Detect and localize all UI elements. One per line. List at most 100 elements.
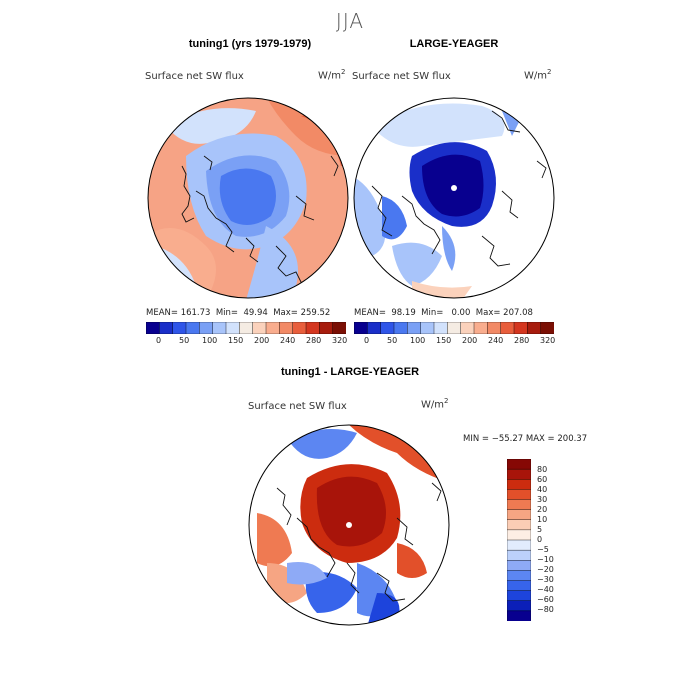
panel2-coastlines — [371, 110, 547, 267]
colorbar-swatch — [146, 322, 160, 334]
colorbar-swatch — [447, 322, 462, 334]
colorbar-swatch — [159, 322, 174, 334]
panel3-colorbar-tick: −60 — [537, 595, 554, 604]
panel2-stats: MEAN= 98.19 Min= 0.00 Max= 207.08 — [354, 308, 533, 318]
colorbar-swatch — [185, 322, 200, 334]
panel3-polar-map — [248, 424, 450, 626]
panel3-colorbar-tick: −20 — [537, 565, 554, 574]
panel1-colorbar-tick: 320 — [332, 336, 348, 345]
panel1-colorbar-tick: 150 — [228, 336, 244, 345]
main-title: JJA — [335, 9, 365, 33]
colorbar-swatch — [265, 322, 280, 334]
panel3-colorbar-tick: −30 — [537, 575, 554, 584]
panel3-colorbar-tick: 60 — [537, 475, 548, 484]
colorbar-swatch — [252, 322, 267, 334]
panel1-colorbar-tick: 280 — [306, 336, 322, 345]
panel2-colorbar-swatches — [354, 322, 554, 334]
colorbar-swatch — [354, 322, 368, 334]
colorbar-swatch — [507, 519, 531, 531]
panel1-polar-map — [147, 97, 349, 299]
panel2-variable-label: Surface net SW flux — [352, 71, 451, 82]
panel3-stats: MIN = −55.27 MAX = 200.37 — [463, 434, 588, 444]
panel1-colorbar-tick: 240 — [280, 336, 296, 345]
colorbar-swatch — [507, 499, 531, 511]
colorbar-swatch — [507, 468, 531, 480]
colorbar-swatch — [433, 322, 448, 334]
panel3-colorbar-ticks: 80 60 40 30 20 10 5 0 −5 −10 −20 −30 −40… — [537, 459, 577, 629]
colorbar-swatch — [507, 590, 531, 602]
panel3-colorbar-tick: −10 — [537, 555, 554, 564]
colorbar-swatch — [460, 322, 475, 334]
panel1-colorbar-swatches — [146, 322, 346, 334]
colorbar-swatch — [507, 539, 531, 551]
colorbar-swatch — [507, 580, 531, 592]
colorbar-swatch — [507, 570, 531, 582]
colorbar-swatch — [380, 322, 395, 334]
panel1-colorbar-ticks: 0 50 100 150 200 240 280 320 — [146, 336, 356, 348]
panel2-colorbar-tick: 100 — [410, 336, 426, 345]
panel3-colorbar-tick: 20 — [537, 505, 548, 514]
colorbar-swatch — [367, 322, 382, 334]
colorbar-swatch — [225, 322, 240, 334]
panel3-units: W/m2 — [421, 397, 449, 411]
colorbar-swatch — [305, 322, 320, 334]
colorbar-swatch — [540, 322, 554, 334]
panel1-colorbar-tick: 100 — [202, 336, 218, 345]
panel1-units: W/m2 — [318, 68, 346, 82]
panel2-colorbar-ticks: 0 50 100 150 200 240 280 320 — [354, 336, 564, 348]
panel3-colorbar-tick: −5 — [537, 545, 549, 554]
panel3-colorbar-tick: 30 — [537, 495, 548, 504]
panel2-colorbar-tick: 280 — [514, 336, 530, 345]
panel3-colorbar-tick: 0 — [537, 535, 543, 544]
colorbar-swatch — [507, 479, 531, 490]
panel2-colorbar-tick: 240 — [488, 336, 504, 345]
panel3-colorbar-tick: 40 — [537, 485, 548, 494]
colorbar-swatch — [507, 489, 531, 501]
panel1-colorbar-tick: 50 — [179, 336, 190, 345]
panel2-title: LARGE-YEAGER — [409, 38, 499, 50]
panel2-colorbar-tick: 0 — [364, 336, 370, 345]
panel3-colorbar-tick: −40 — [537, 585, 554, 594]
colorbar-swatch — [507, 560, 531, 571]
panel2-colorbar-tick: 50 — [387, 336, 398, 345]
colorbar-swatch — [239, 322, 254, 334]
panel1-coastlines — [181, 155, 339, 285]
colorbar-swatch — [393, 322, 408, 334]
panel3-coastlines — [276, 482, 442, 602]
colorbar-swatch — [279, 322, 294, 334]
panel1-colorbar-tick: 200 — [254, 336, 270, 345]
panel3-variable-label: Surface net SW flux — [248, 401, 347, 412]
panel3-colorbar-tick: 10 — [537, 515, 548, 524]
colorbar-swatch — [407, 322, 422, 334]
panel2-pole-hole — [451, 185, 457, 191]
colorbar-swatch — [332, 322, 346, 334]
panel3-title: tuning1 - LARGE-YEAGER — [280, 366, 420, 378]
panel1-colorbar — [146, 322, 346, 334]
panel3-colorbar-swatches — [507, 459, 531, 621]
colorbar-swatch — [527, 322, 542, 334]
panel1-stats: MEAN= 161.73 Min= 49.94 Max= 259.52 — [146, 308, 331, 318]
panel2-colorbar — [354, 322, 554, 334]
colorbar-swatch — [319, 322, 334, 334]
colorbar-swatch — [507, 549, 531, 561]
panel2-units: W/m2 — [524, 68, 552, 82]
colorbar-swatch — [420, 322, 435, 334]
panel1-title: tuning1 (yrs 1979-1979) — [188, 38, 312, 50]
colorbar-swatch — [507, 509, 531, 521]
colorbar-swatch — [507, 459, 531, 470]
panel3-colorbar — [507, 459, 531, 621]
colorbar-swatch — [292, 322, 307, 334]
colorbar-swatch — [500, 322, 515, 334]
panel3-colorbar-tick: 80 — [537, 465, 548, 474]
colorbar-swatch — [473, 322, 488, 334]
colorbar-swatch — [212, 322, 227, 334]
panel1-variable-label: Surface net SW flux — [145, 71, 244, 82]
colorbar-swatch — [513, 322, 528, 334]
panel2-colorbar-tick: 200 — [462, 336, 478, 345]
panel2-colorbar-tick: 320 — [540, 336, 556, 345]
colorbar-swatch — [199, 322, 214, 334]
panel2-colorbar-tick: 150 — [436, 336, 452, 345]
panel3-pole-hole — [346, 522, 352, 528]
panel3-colorbar-tick: −80 — [537, 605, 554, 614]
colorbar-swatch — [487, 322, 502, 334]
